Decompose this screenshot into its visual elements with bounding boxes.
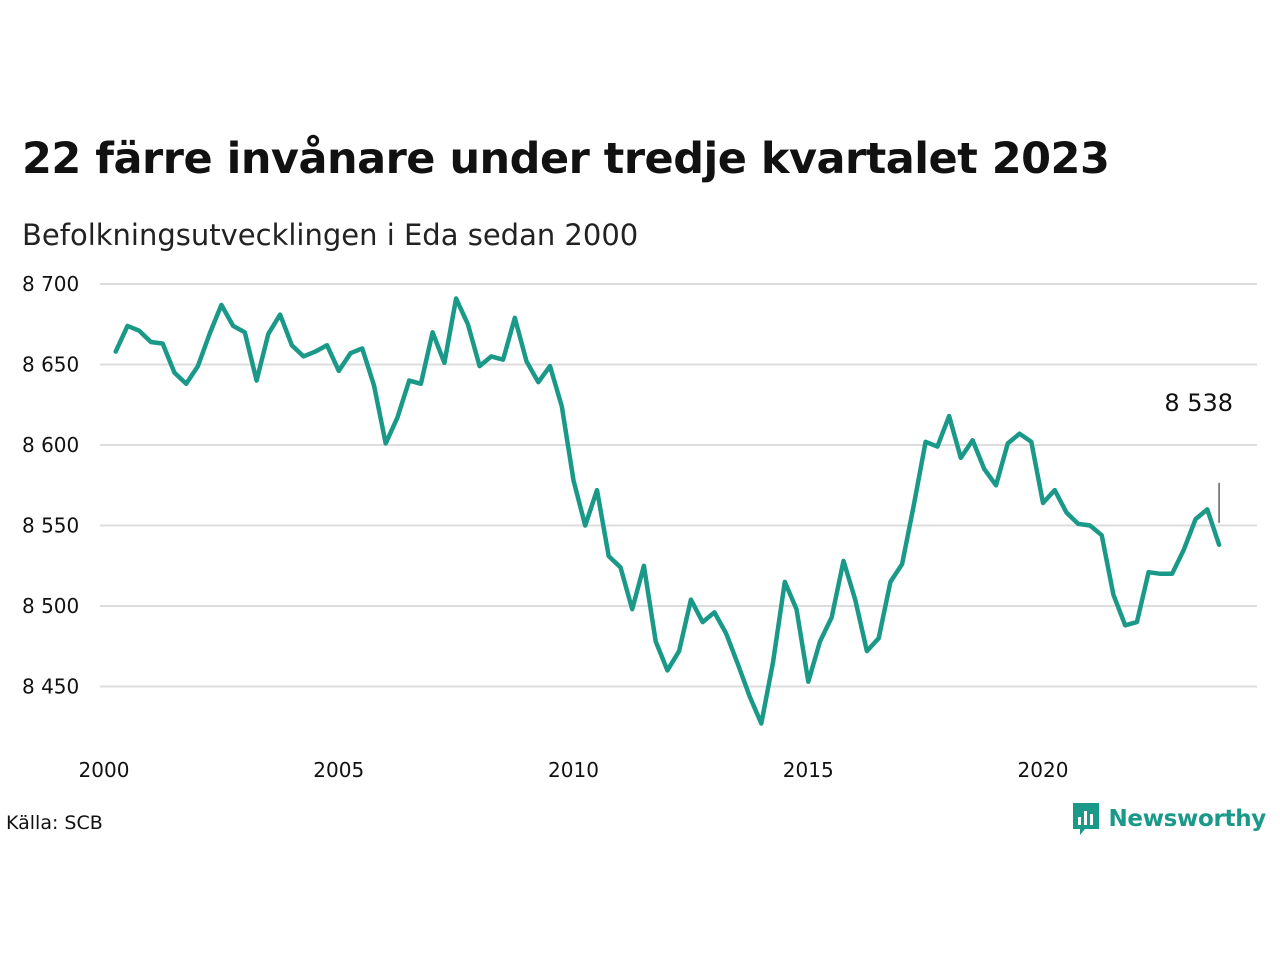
y-tick-label: 8 650 [22,353,79,377]
y-tick-label: 8 450 [22,675,79,699]
line-chart: 8 450 8 500 8 550 8 600 8 650 8 700 2000 2005 20… [22,272,1257,782]
bar-chart-speech-bubble-icon [1073,803,1100,835]
brand-logo[interactable]: Newsworthy [1072,802,1266,836]
series-line [113,296,1222,726]
y-tick-label: 8 600 [22,433,79,457]
y-tick-label: 8 700 [22,272,79,296]
x-tick-label: 2005 [313,758,364,782]
y-tick-label: 8 500 [22,594,79,618]
chart-subtitle: Befolkningsutvecklingen i Eda sedan 2000 [22,218,639,252]
brand-name: Newsworthy [1108,806,1266,832]
source-label: Källa: SCB [6,812,103,834]
x-tick-label: 2020 [1018,758,1069,782]
chart-title: 22 färre invånare under tredje kvartalet… [22,134,1110,184]
end-value-label: 8 538 [1164,389,1233,417]
y-tick-label: 8 550 [22,514,79,538]
x-tick-label: 2015 [783,758,834,782]
x-tick-label: 2010 [548,758,599,782]
x-tick-label: 2000 [79,758,130,782]
